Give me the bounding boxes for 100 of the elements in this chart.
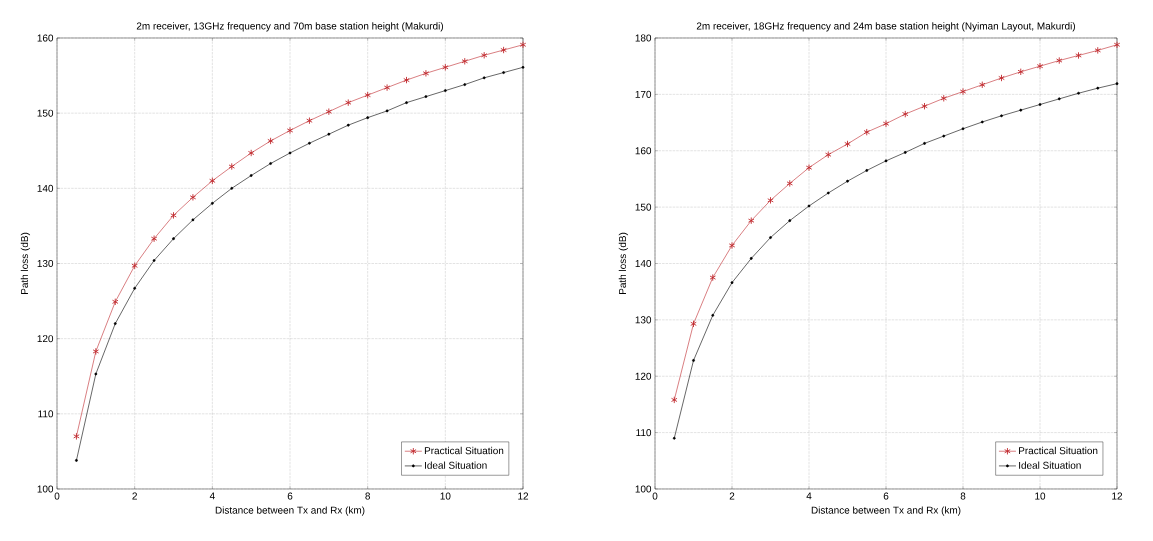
- point: [346, 123, 350, 127]
- point: [748, 217, 755, 225]
- y-tick-label: 130: [37, 259, 54, 268]
- point: [826, 191, 830, 195]
- point: [461, 57, 468, 65]
- point: [671, 396, 678, 404]
- chart-title: 2m receiver, 13GHz frequency and 70m base station height (Makurdi): [136, 22, 444, 32]
- point: [846, 179, 849, 183]
- point: [863, 128, 870, 136]
- point: [345, 98, 352, 107]
- legend-label: Practical Situation: [424, 446, 504, 455]
- point: [383, 83, 391, 92]
- point: [1056, 56, 1063, 65]
- x-axis-title: Distance between Tx and Rx (km): [811, 506, 961, 516]
- point: [807, 204, 811, 208]
- point: [502, 71, 505, 74]
- y-axis-title: Path loss (dB): [618, 232, 629, 294]
- point: [825, 151, 832, 159]
- point: [92, 347, 100, 356]
- y-tick-label: 120: [635, 372, 652, 380]
- point: [286, 126, 294, 135]
- point: [882, 120, 890, 128]
- point: [113, 322, 117, 326]
- point: [228, 162, 235, 171]
- x-tick-label: 6: [883, 492, 889, 500]
- x-axis-title: Distance between Tx and Rx (km): [215, 506, 365, 516]
- y-axis-title: Path loss (dB): [20, 232, 31, 294]
- y-tick-label: 150: [37, 109, 54, 117]
- point: [844, 140, 851, 148]
- point: [961, 127, 965, 131]
- point: [709, 273, 716, 282]
- point: [288, 151, 292, 155]
- point: [1096, 86, 1100, 90]
- y-tick-label: 140: [37, 184, 54, 192]
- point: [209, 177, 216, 185]
- point: [73, 432, 80, 441]
- point: [903, 151, 907, 154]
- y-tick-label: 130: [635, 316, 652, 324]
- point: [1075, 51, 1082, 60]
- point: [482, 76, 486, 80]
- y-tick-label: 160: [635, 147, 652, 155]
- y-tick-label: 120: [37, 335, 54, 343]
- chart-title: 2m receiver, 18GHz frequency and 24m base station height (Nyiman Layout, Makurdi): [696, 22, 1075, 32]
- point: [1057, 97, 1061, 101]
- point: [500, 46, 507, 54]
- x-tick-label: 2: [729, 492, 735, 500]
- point: [692, 359, 695, 362]
- point: [1113, 41, 1121, 49]
- legend-label: Ideal Situation: [425, 461, 487, 469]
- point: [230, 186, 234, 190]
- point: [519, 41, 527, 49]
- point: [865, 169, 869, 172]
- x-tick-label: 2: [132, 492, 137, 500]
- point: [327, 132, 331, 136]
- x-tick-label: 10: [440, 492, 451, 500]
- point: [306, 117, 313, 125]
- point: [442, 63, 449, 71]
- point: [191, 218, 195, 222]
- point: [521, 65, 525, 69]
- point: [150, 235, 158, 243]
- point: [749, 257, 753, 260]
- point: [463, 83, 467, 86]
- y-tick-label: 140: [635, 259, 652, 268]
- point: [269, 162, 272, 165]
- point: [112, 298, 119, 306]
- point: [728, 241, 736, 250]
- point: [480, 51, 488, 59]
- point: [1036, 62, 1044, 70]
- point: [711, 313, 715, 317]
- y-tick-label: 180: [635, 34, 652, 42]
- point: [385, 109, 389, 113]
- y-tick-label: 150: [635, 203, 652, 211]
- point: [94, 372, 98, 376]
- point: [366, 116, 370, 120]
- point: [424, 95, 428, 99]
- point: [902, 110, 909, 118]
- point: [1019, 108, 1023, 112]
- point: [921, 102, 928, 110]
- point: [249, 174, 253, 177]
- point: [403, 76, 410, 84]
- point: [942, 134, 946, 138]
- point: [1077, 91, 1080, 95]
- x-tick-label: 8: [365, 492, 371, 500]
- point: [422, 69, 430, 77]
- x-tick-label: 12: [1112, 492, 1123, 500]
- point: [172, 237, 175, 241]
- x-tick-label: 4: [209, 492, 215, 500]
- point: [805, 164, 813, 172]
- point: [325, 108, 333, 116]
- point: [1000, 114, 1003, 118]
- y-tick-label: 110: [38, 410, 54, 418]
- point: [210, 201, 214, 205]
- legend-label: Ideal Situation: [1019, 461, 1081, 469]
- point: [998, 74, 1005, 82]
- point: [443, 89, 447, 92]
- point: [979, 81, 986, 89]
- point: [690, 320, 697, 328]
- x-tick-label: 8: [960, 492, 966, 500]
- y-tick-label: 110: [636, 429, 652, 437]
- point: [788, 219, 792, 223]
